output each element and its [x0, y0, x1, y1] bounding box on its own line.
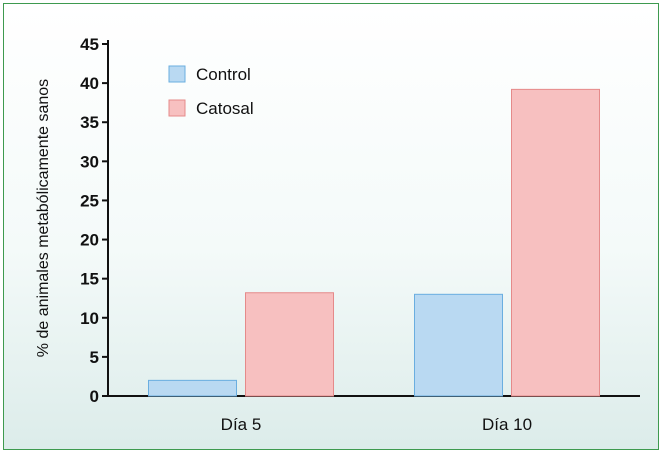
y-tick-label: 10 — [80, 309, 99, 328]
legend-label-catosal: Catosal — [196, 99, 254, 118]
y-tick-label: 20 — [80, 231, 99, 250]
bar-control-1 — [148, 379, 237, 397]
bar-catosal-2 — [511, 88, 600, 397]
bar-control-2 — [414, 293, 503, 397]
y-tick-label: 25 — [80, 191, 99, 210]
legend-swatch-catosal — [168, 99, 186, 117]
y-tick-label: 35 — [80, 113, 99, 132]
y-tick-label: 0 — [90, 387, 99, 406]
y-tick-label: 40 — [80, 74, 99, 93]
bar-catosal-1 — [245, 292, 334, 397]
x-category-label: Día 5 — [221, 415, 262, 434]
y-tick-label: 15 — [80, 270, 99, 289]
y-axis-title: % de animales metabólicamente sanos — [35, 79, 52, 357]
x-category-label: Día 10 — [482, 415, 532, 434]
legend: Control Catosal — [168, 65, 254, 118]
y-tick-label: 5 — [90, 348, 99, 367]
legend-label-control: Control — [196, 65, 251, 84]
y-tick-label: 45 — [80, 35, 99, 54]
y-tick-label: 30 — [80, 152, 99, 171]
legend-swatch-control — [168, 65, 186, 83]
